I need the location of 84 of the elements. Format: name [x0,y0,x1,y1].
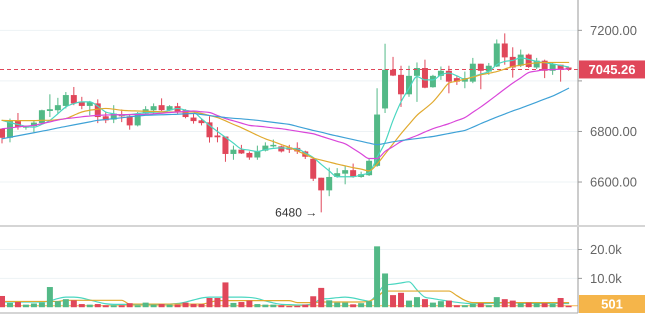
ref-line-label: 7045.26 [588,62,636,78]
y-tick-label: 7200.00 [590,22,637,38]
bar [238,302,244,308]
candlestick [310,158,316,182]
y-tick-label: 6600.00 [590,174,637,190]
bar [270,304,276,308]
bar [222,282,228,308]
bar [526,302,532,308]
candlestick [158,98,165,112]
bar [422,299,428,308]
bar [470,304,476,308]
bar [414,297,420,308]
bar [214,298,220,308]
candlestick [0,128,5,144]
candlestick [494,38,500,68]
bar [446,300,452,308]
bar [190,304,197,308]
bar [430,302,436,308]
bar [22,304,29,308]
bar [62,299,69,308]
bar [550,304,556,308]
bar [262,304,268,308]
bar [70,300,77,308]
bar [206,298,212,308]
bar [0,296,5,308]
candlestick [318,177,324,213]
y-tick-label: 10.0k [590,270,622,286]
bar [382,273,388,308]
bar [158,304,165,308]
bar [198,304,205,308]
candlestick [230,145,236,160]
bar [14,302,21,308]
bar [46,287,53,308]
bar [390,295,396,308]
bar [534,303,540,308]
candlestick [70,86,77,106]
candlestick [190,113,197,124]
candlestick [86,100,93,116]
bar [318,288,324,308]
candlestick [414,62,420,102]
y-tick-label: 20.0k [590,242,622,258]
bar [150,304,157,308]
candlestick [214,126,220,143]
bar [374,246,380,308]
bar [438,301,444,308]
bar [518,303,524,308]
candlestick [62,92,69,109]
bar [86,304,93,308]
candlestick [54,97,61,114]
bar [334,302,340,308]
line-series [1,88,570,146]
bar [398,292,404,308]
bar [254,304,260,308]
bar [174,304,181,308]
bar [494,297,500,308]
bar [406,300,412,308]
bar [78,304,85,308]
bar [342,302,348,308]
bar [246,300,252,308]
bar [358,303,364,308]
bar [366,301,372,308]
candlestick [206,116,212,144]
bar [326,300,332,308]
candlestick [326,167,332,197]
y-tick-label: 6800.00 [590,124,637,140]
bar [142,302,149,308]
bar [38,302,45,308]
bar [54,301,61,308]
candlestick [342,165,348,185]
bar [166,304,173,308]
candlestick [254,145,260,160]
candlestick [238,144,244,154]
bar [126,303,133,308]
ref-line-label: 501 [601,296,623,312]
bar [30,303,37,308]
bar [182,302,189,308]
bar [6,302,13,308]
annotation: 6480 → [275,206,318,220]
candlestick [46,94,53,118]
candlestick [222,136,228,162]
bar [478,303,484,308]
bar [230,302,236,308]
bar [542,303,548,308]
bar [558,298,564,308]
